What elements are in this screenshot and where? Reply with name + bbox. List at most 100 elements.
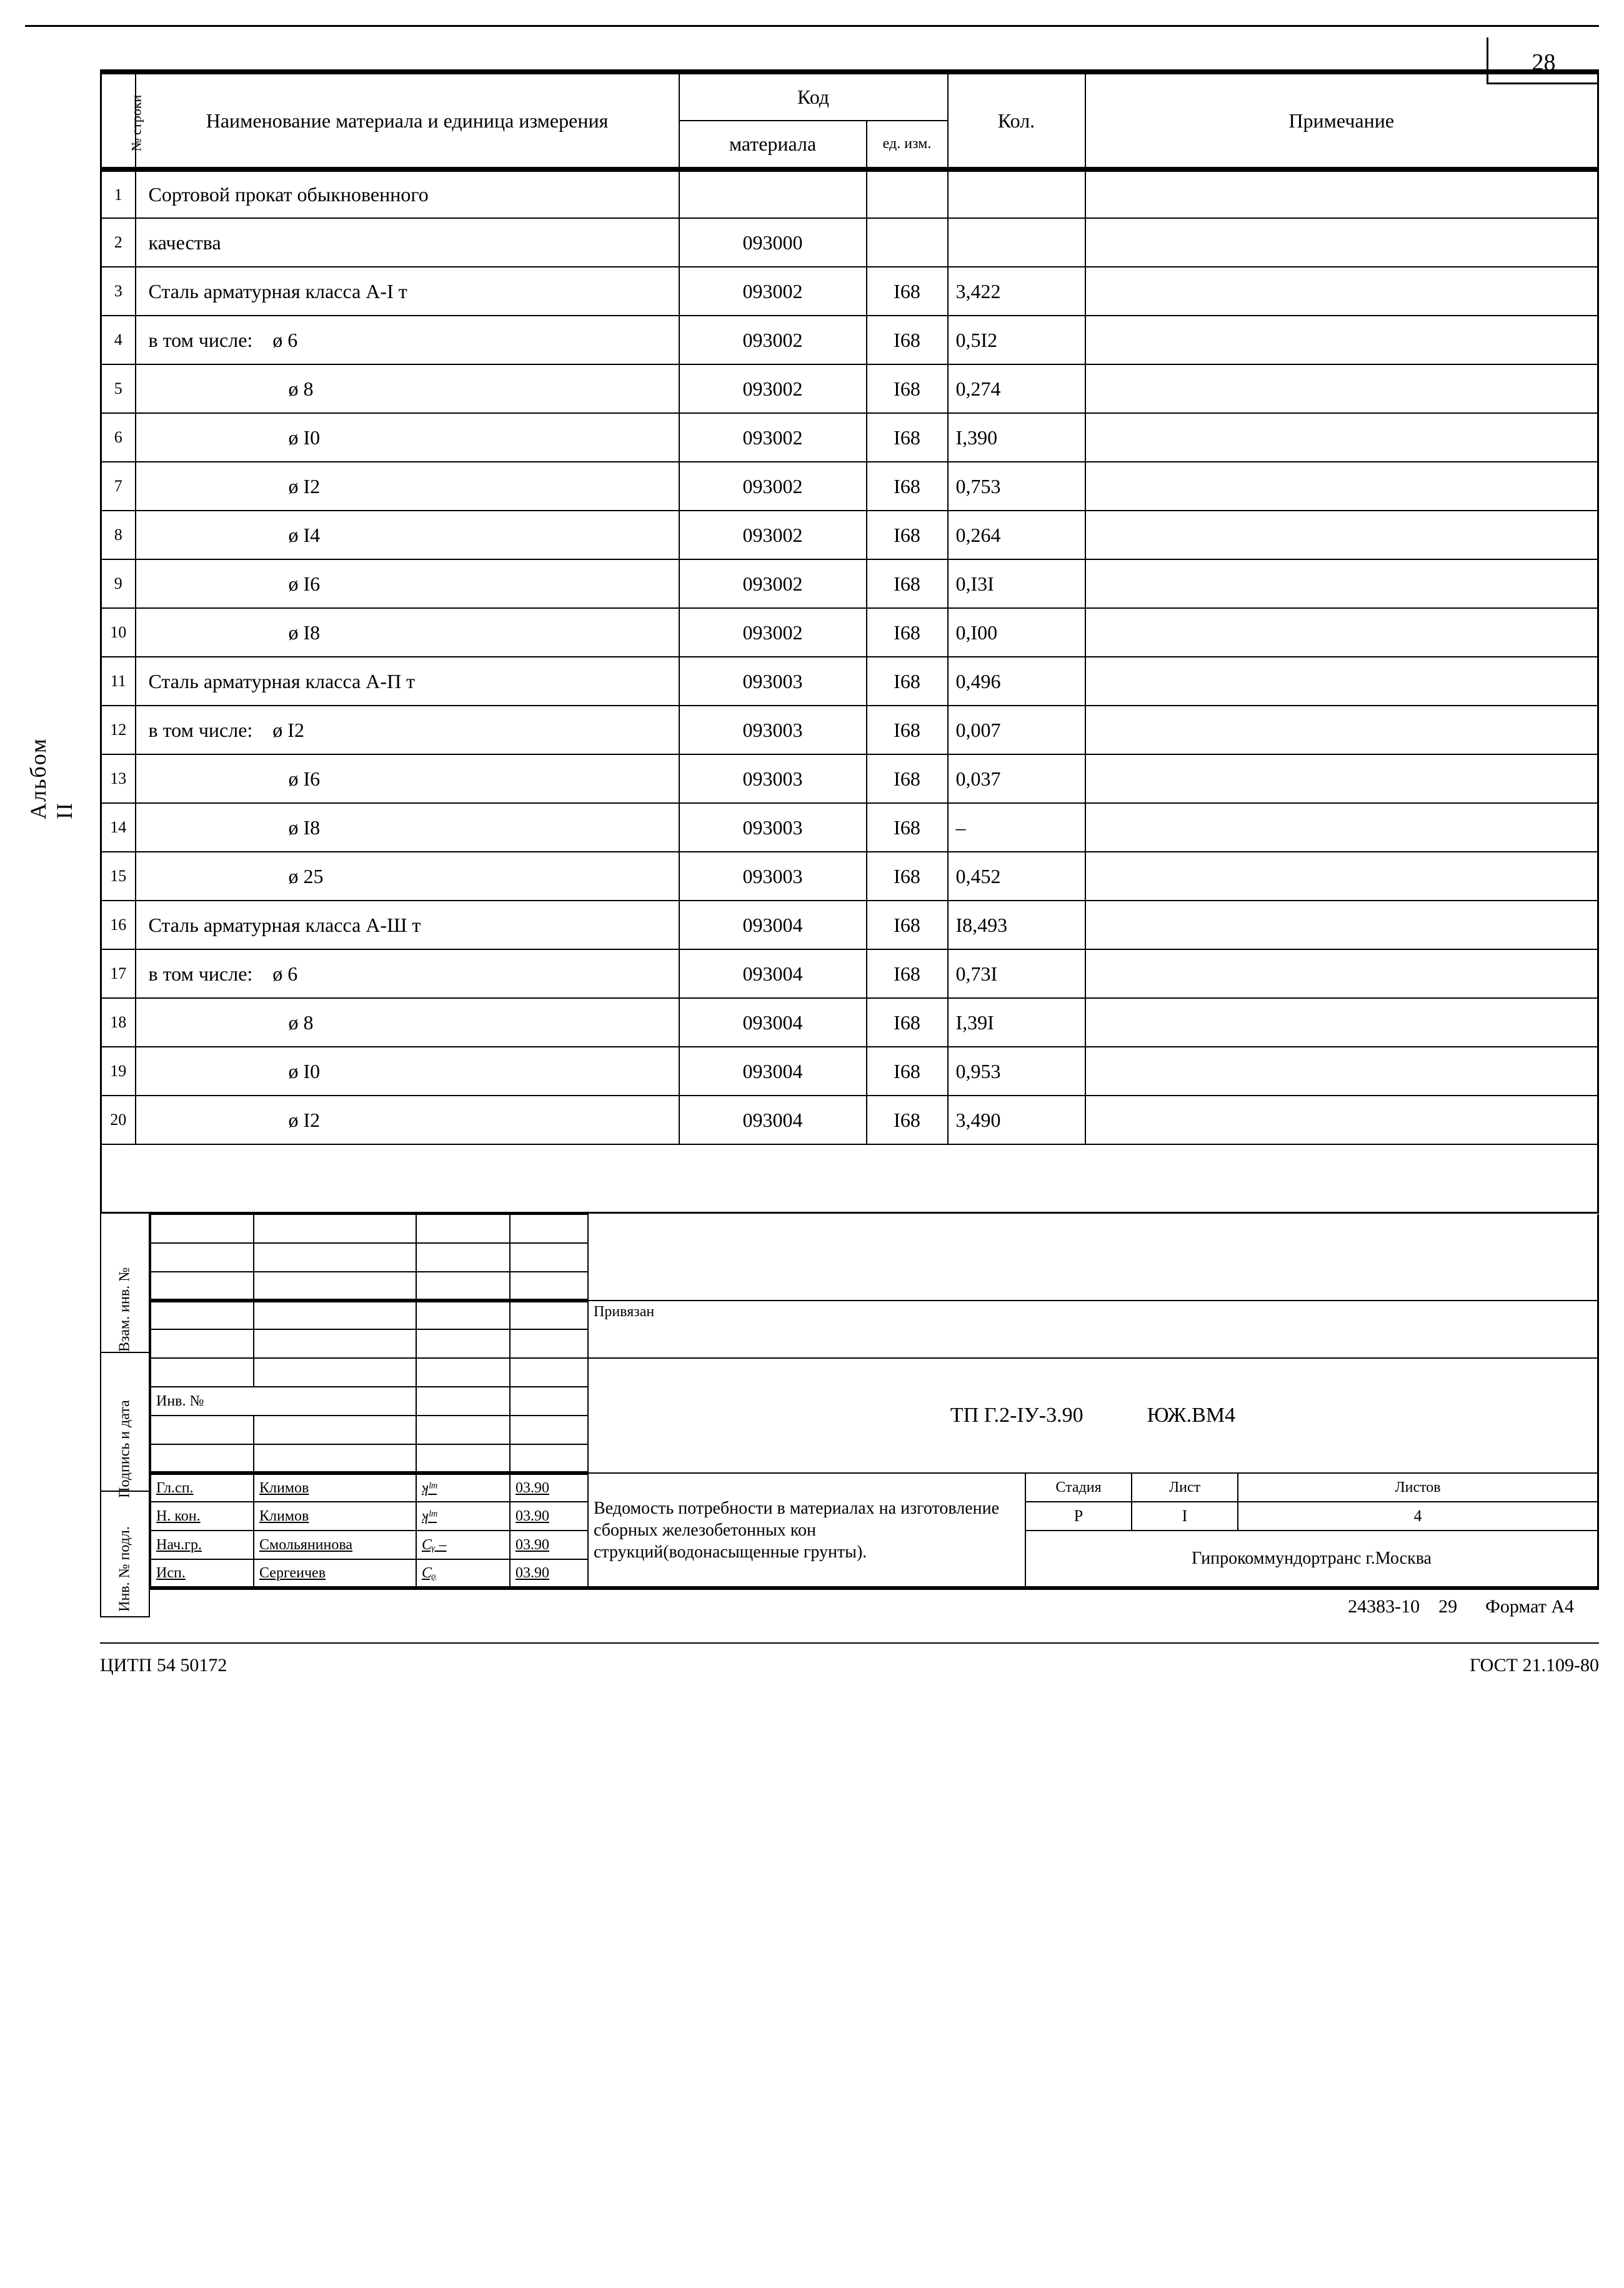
cell-name: в том числе: ø 6	[136, 949, 679, 998]
table-row: 5 ø 8093002I680,274	[101, 364, 1598, 413]
table-row: 15 ø 25093003I680,452	[101, 852, 1598, 901]
cell-code-mat: 093000	[679, 218, 867, 267]
cell-name: ø I0	[136, 413, 679, 462]
cell-note	[1085, 706, 1598, 754]
cell-rownum: 2	[101, 218, 136, 267]
col-rownum: № строки	[101, 72, 136, 169]
table-row: 10 ø I8093002I680,I00	[101, 608, 1598, 657]
role-name: Климов	[254, 1473, 416, 1502]
cell-code-unit: I68	[867, 608, 948, 657]
page: 28 Альбом II № строки Наименов	[25, 25, 1599, 1676]
cell-note	[1085, 169, 1598, 218]
table-row: 14 ø I8093003I68–	[101, 803, 1598, 852]
table-row: 11Сталь арматурная класса А-П т093003I68…	[101, 657, 1598, 706]
cell-qty: –	[948, 803, 1085, 852]
stage-value: Р	[1025, 1502, 1132, 1531]
table-row: 8 ø I4093002I680,264	[101, 511, 1598, 559]
cell-code-mat: 093004	[679, 1047, 867, 1096]
page-number: 28	[1487, 37, 1599, 84]
cell-code-mat: 093002	[679, 559, 867, 608]
cell-note	[1085, 949, 1598, 998]
cell-code-unit: I68	[867, 316, 948, 364]
role-name: Сергеичев	[254, 1559, 416, 1588]
cell-code-mat: 093002	[679, 462, 867, 511]
cell-code-mat: 093002	[679, 608, 867, 657]
cell-code-mat: 093002	[679, 267, 867, 316]
cell-name: качества	[136, 218, 679, 267]
side-labels: Альбом II	[25, 69, 100, 1676]
cell-rownum: 18	[101, 998, 136, 1047]
cell-code-unit: I68	[867, 559, 948, 608]
cell-qty: 3,422	[948, 267, 1085, 316]
content-column: № строки Наименование материала и единиц…	[100, 69, 1599, 1676]
cell-code-unit: I68	[867, 949, 948, 998]
cell-note	[1085, 316, 1598, 364]
table-row: 13 ø I6093003I680,037	[101, 754, 1598, 803]
cell-name: Сталь арматурная класса А-П т	[136, 657, 679, 706]
role-date: 03.90	[510, 1531, 588, 1559]
cell-code-unit: I68	[867, 364, 948, 413]
cell-qty: 0,007	[948, 706, 1085, 754]
cell-name: ø I0	[136, 1047, 679, 1096]
footer-right: ГОСТ 21.109-80	[1470, 1655, 1599, 1676]
cell-rownum: 6	[101, 413, 136, 462]
footer-left: ЦИТП 54 50172	[100, 1655, 227, 1676]
cell-rownum: 19	[101, 1047, 136, 1096]
role-name: Климов	[254, 1502, 416, 1531]
table-row: 1Сортовой прокат обыкновенного	[101, 169, 1598, 218]
role-label: Н. кон.	[151, 1502, 254, 1531]
cell-code-mat: 093002	[679, 364, 867, 413]
cell-code-unit: I68	[867, 998, 948, 1047]
cell-name: Сортовой прокат обыкновенного	[136, 169, 679, 218]
table-row: 2качества093000	[101, 218, 1598, 267]
sheet-header: Лист	[1132, 1473, 1238, 1502]
table-row: 4в том числе: ø 6093002I680,5I2	[101, 316, 1598, 364]
cell-code-mat: 093003	[679, 657, 867, 706]
role-row: Гл.сп. Климов ʞˡᵐ 03.90 Ведомость потреб…	[151, 1473, 1598, 1502]
cell-code-unit: I68	[867, 1096, 948, 1144]
cell-name: в том числе: ø I2	[136, 706, 679, 754]
table-row: 3Сталь арматурная класса А-I т093002I683…	[101, 267, 1598, 316]
cell-qty: 0,5I2	[948, 316, 1085, 364]
table-row: 16Сталь арматурная класса А-Ш т093004I68…	[101, 901, 1598, 949]
cell-rownum: 4	[101, 316, 136, 364]
cell-code-mat: 093002	[679, 511, 867, 559]
doc-code: ТП Г.2-IУ-3.90	[950, 1404, 1083, 1427]
doc-code-cell: ТП Г.2-IУ-3.90 ЮЖ.ВМ4	[588, 1358, 1598, 1473]
cell-code-mat: 093004	[679, 949, 867, 998]
cell-qty: 0,73I	[948, 949, 1085, 998]
cell-qty: 3,490	[948, 1096, 1085, 1144]
cell-note	[1085, 1047, 1598, 1096]
cell-code-mat: 093004	[679, 998, 867, 1047]
format-label: Формат А4	[1485, 1596, 1574, 1617]
col-qty: Кол.	[948, 72, 1085, 169]
cell-code-unit: I68	[867, 511, 948, 559]
cell-code-unit	[867, 169, 948, 218]
col-note: Примечание	[1085, 72, 1598, 169]
album-label: Альбом II	[25, 737, 77, 819]
cell-code-unit: I68	[867, 803, 948, 852]
materials-table: № строки Наименование материала и единиц…	[100, 69, 1599, 1145]
side-label-podpis: Подпись и дата	[117, 1400, 134, 1498]
cell-name: ø I4	[136, 511, 679, 559]
cell-qty: I8,493	[948, 901, 1085, 949]
under-stamp: 24383-10 29 Формат А4	[150, 1590, 1599, 1617]
cell-code-unit: I68	[867, 754, 948, 803]
cell-qty: I,390	[948, 413, 1085, 462]
inv-no-label: Инв. №	[151, 1387, 416, 1416]
cell-code-mat: 093003	[679, 852, 867, 901]
privyazan-cell: Привязан	[588, 1301, 1598, 1358]
cell-code-mat: 093004	[679, 1096, 867, 1144]
cell-code-unit: I68	[867, 901, 948, 949]
cell-qty: 0,452	[948, 852, 1085, 901]
cell-note	[1085, 267, 1598, 316]
cell-note	[1085, 413, 1598, 462]
doc-title: Ведомость потребности в материалах на из…	[588, 1473, 1025, 1588]
cell-rownum: 12	[101, 706, 136, 754]
table-row: 19 ø I0093004I680,953	[101, 1047, 1598, 1096]
cell-name: ø I2	[136, 1096, 679, 1144]
table-row: 17в том числе: ø 6093004I680,73I	[101, 949, 1598, 998]
cell-note	[1085, 803, 1598, 852]
cell-rownum: 14	[101, 803, 136, 852]
cell-code-mat: 093002	[679, 316, 867, 364]
